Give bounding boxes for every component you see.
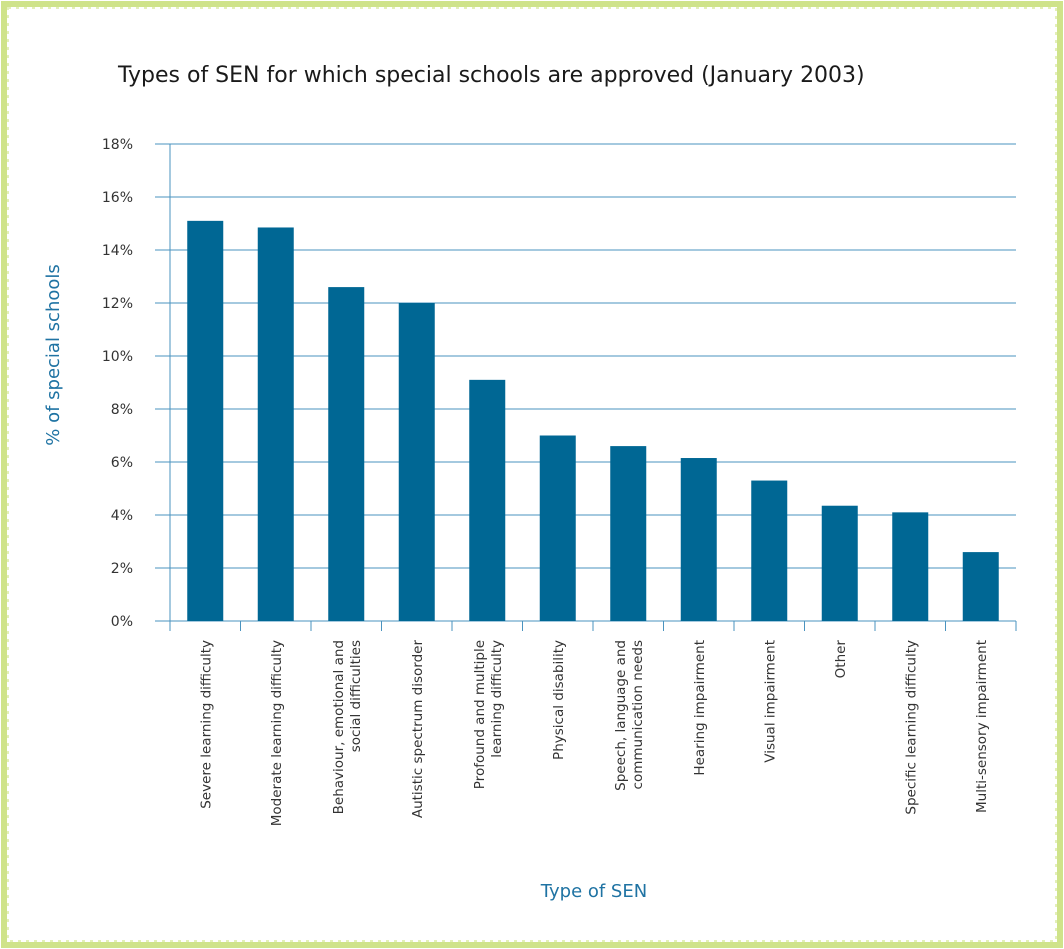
bar [821,505,858,621]
y-tick-label: 8% [111,402,133,418]
y-tick-label: 2% [111,561,133,577]
y-axis-title: % of special schools [43,264,64,446]
y-axis-ticks: 0% 2% 4% 6% 8% 10% 12% 14% 16% 18% [102,137,133,630]
frame-border-inner [7,7,1057,942]
x-tick-label: Visual impairment [762,640,778,763]
chart-title: Types of SEN for which special schools a… [117,63,865,88]
x-tick-label: Moderate learning difficulty [269,640,285,826]
x-tick-label: Specific learning difficulty [903,640,919,815]
bar [328,287,365,621]
x-tick-label: Multi-sensory impairment [974,640,990,813]
x-axis-labels: Severe learning difficulty Moderate learn… [198,640,990,827]
x-axis [169,144,1017,631]
x-tick-label: Other [833,640,849,679]
y-tick-label: 18% [102,137,133,153]
x-tick-label: Profound and multiple [472,640,488,789]
gridlines [155,143,1016,622]
y-tick-label: 12% [102,296,133,312]
bar [398,303,435,621]
bar [539,435,576,621]
x-tick-label: Autistic spectrum disorder [410,640,426,819]
bar [610,446,647,621]
bar [751,480,788,621]
y-tick-label: 4% [111,508,133,524]
bar [962,552,999,621]
y-tick-label: 16% [102,190,133,206]
bar [680,458,717,621]
bars [187,220,999,621]
x-tick-label: Behaviour, emotional and [331,640,347,814]
bar [892,512,929,621]
y-tick-label: 10% [102,349,133,365]
bar [187,220,224,621]
x-tick-label: Severe learning difficulty [198,640,214,809]
x-tick-label: communication needs [630,640,646,789]
x-tick-label: Physical disability [551,640,567,760]
x-tick-label: Hearing impairment [692,640,708,776]
bar [469,379,506,621]
y-tick-label: 14% [102,243,133,259]
x-tick-label: Speech, language and [613,640,629,791]
y-tick-label: 6% [111,455,133,471]
y-tick-label: 0% [111,614,133,630]
x-tick-label: social difficulties [348,640,364,752]
x-tick-label: learning difficulty [489,640,505,758]
bar [257,227,294,621]
x-axis-title: Type of SEN [540,881,647,902]
